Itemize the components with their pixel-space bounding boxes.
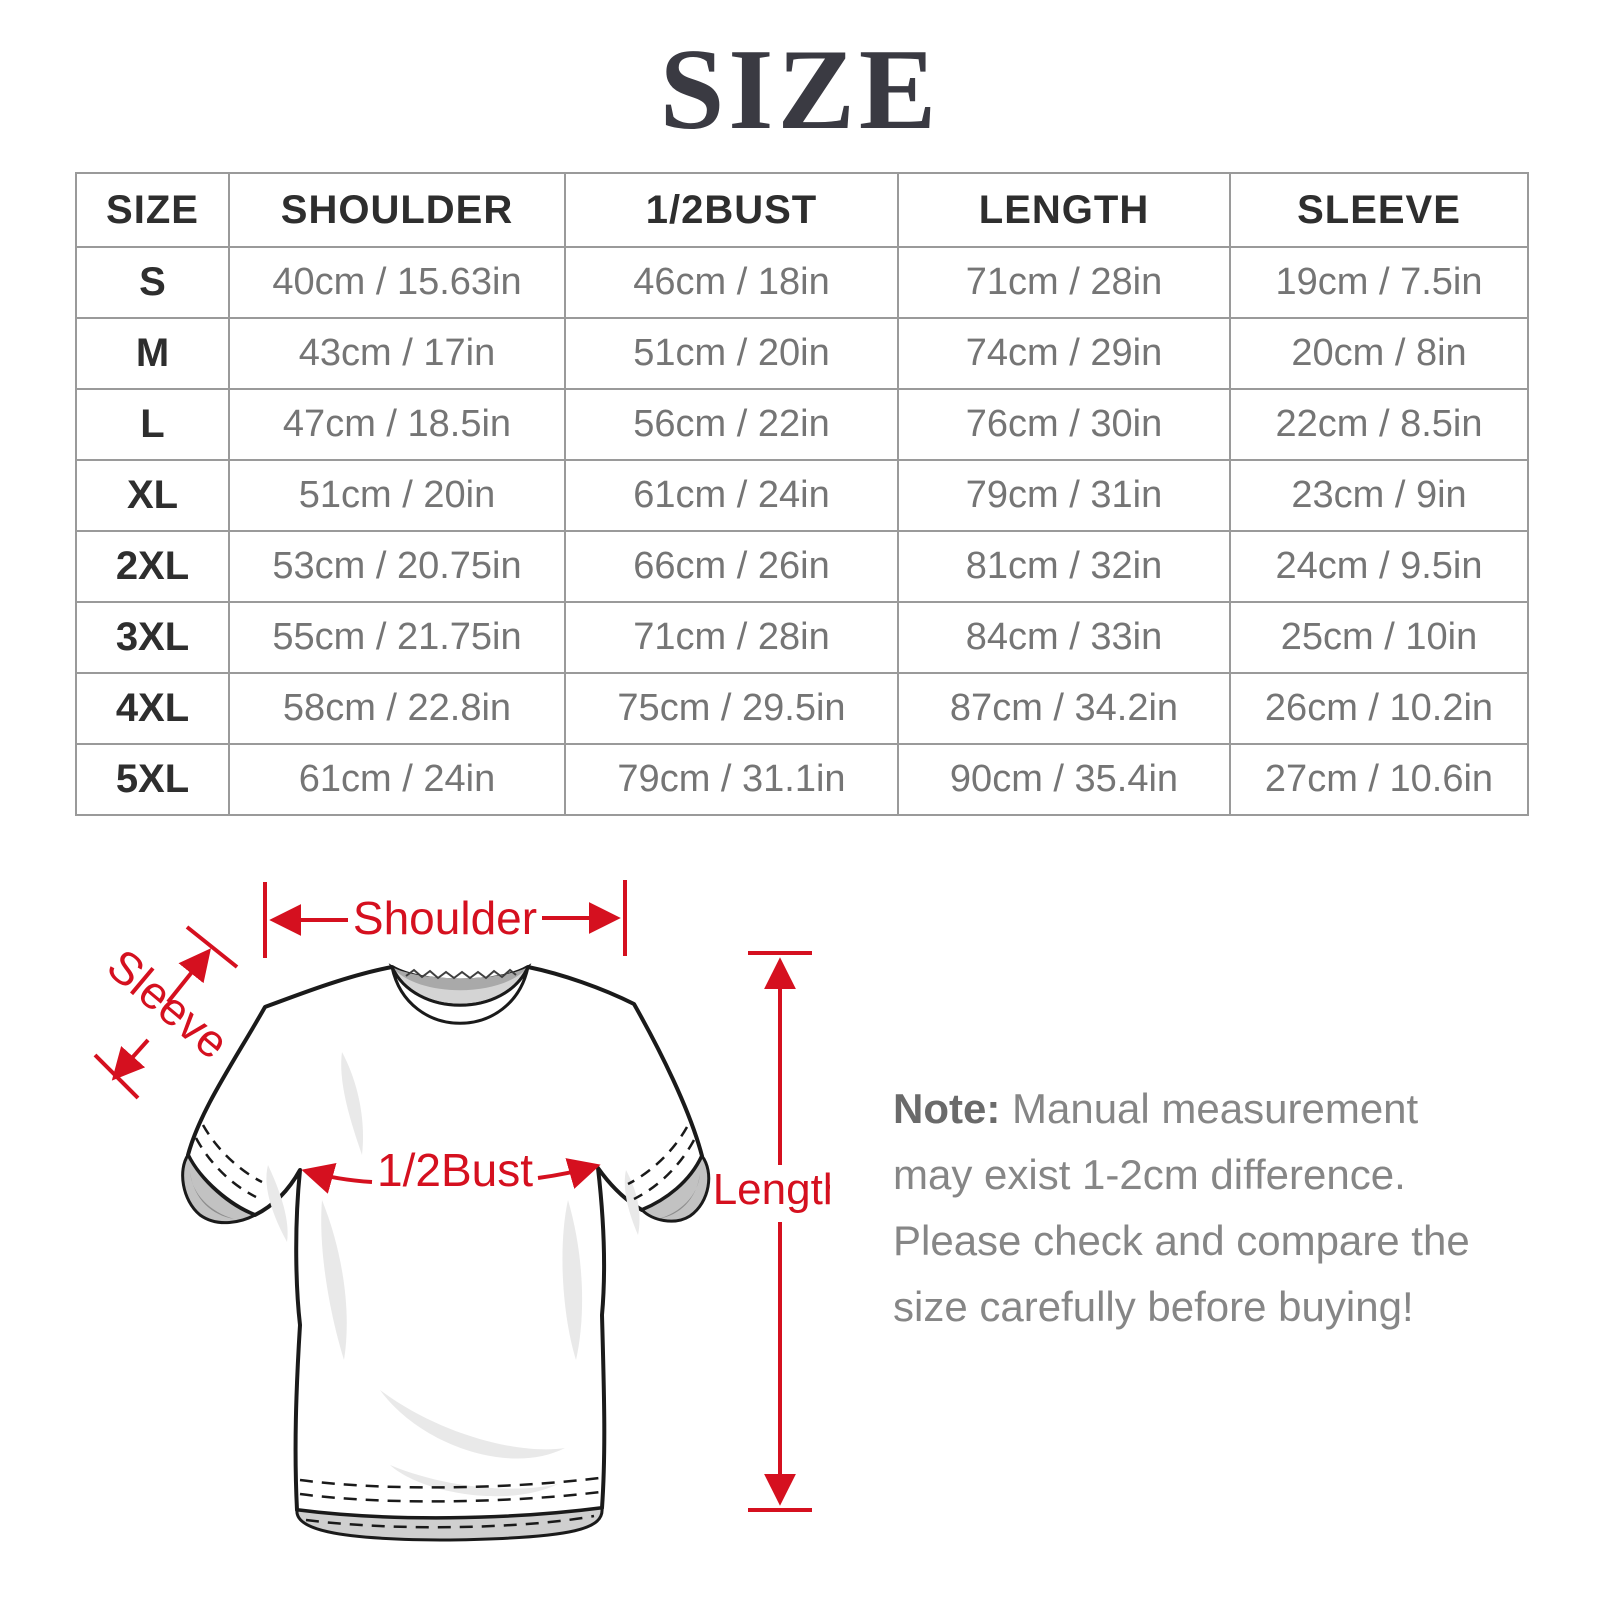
size-label: L [75,388,230,461]
length-value: 74cm / 29in [897,317,1231,390]
half-bust-value: 61cm / 24in [564,459,899,532]
col-header-shoulder: SHOULDER [228,172,566,248]
half-bust-value: 79cm / 31.1in [564,743,899,816]
length-value: 81cm / 32in [897,530,1231,603]
table-row-xl: XL 51cm / 20in 61cm / 24in 79cm / 31in 2… [75,459,1529,532]
sleeve-value: 25cm / 10in [1229,601,1529,674]
shoulder-value: 47cm / 18.5in [228,388,566,461]
note-text: Manual measurement may exist 1-2cm diffe… [893,1085,1470,1330]
table-row-5xl: 5XL 61cm / 24in 79cm / 31.1in 90cm / 35.… [75,743,1529,816]
col-header-length: LENGTH [897,172,1231,248]
bottom-hem [295,1476,604,1542]
half-bust-value: 46cm / 18in [564,246,899,319]
collar [388,963,532,1025]
half-bust-value: 66cm / 26in [564,530,899,603]
shoulder-value: 53cm / 20.75in [228,530,566,603]
page-title: SIZE [659,26,941,154]
size-table: SIZE SHOULDER 1/2BUST LENGTH SLEEVE S 40… [75,172,1529,816]
shoulder-dimension [263,880,627,958]
length-value: 76cm / 30in [897,388,1231,461]
shoulder-value: 43cm / 17in [228,317,566,390]
table-row-s: S 40cm / 15.63in 46cm / 18in 71cm / 28in… [75,246,1529,319]
table-row-3xl: 3XL 55cm / 21.75in 71cm / 28in 84cm / 33… [75,601,1529,674]
length-label: Length [713,1165,830,1214]
collar-zigzag-stitch [405,968,517,980]
shoulder-value: 40cm / 15.63in [228,246,566,319]
sleeve-value: 24cm / 9.5in [1229,530,1529,603]
shoulder-value: 51cm / 20in [228,459,566,532]
half-bust-value: 71cm / 28in [564,601,899,674]
col-header-sleeve: SLEEVE [1229,172,1529,248]
half-bust-value: 75cm / 29.5in [564,672,899,745]
shoulder-value: 58cm / 22.8in [228,672,566,745]
size-label: 3XL [75,601,230,674]
length-value: 84cm / 33in [897,601,1231,674]
length-value: 79cm / 31in [897,459,1231,532]
table-row-l: L 47cm / 18.5in 56cm / 22in 76cm / 30in … [75,388,1529,461]
length-value: 71cm / 28in [897,246,1231,319]
size-label: M [75,317,230,390]
measurement-annotations [93,880,812,1512]
measurement-note: Note: Manual measurement may exist 1-2cm… [893,1076,1497,1340]
size-label: XL [75,459,230,532]
half-bust-value: 51cm / 20in [564,317,899,390]
size-label: 2XL [75,530,230,603]
length-value: 87cm / 34.2in [897,672,1231,745]
table-row-4xl: 4XL 58cm / 22.8in 75cm / 29.5in 87cm / 3… [75,672,1529,745]
note-label: Note: [893,1085,1001,1132]
shoulder-label: Shoulder [353,892,537,944]
sleeve-value: 19cm / 7.5in [1229,246,1529,319]
shoulder-value: 55cm / 21.75in [228,601,566,674]
size-label: S [75,246,230,319]
tshirt-measurement-diagram: Shoulder Sleeve 1/2Bust Length [93,880,830,1542]
shoulder-value: 61cm / 24in [228,743,566,816]
half-bust-dimension [301,1158,601,1194]
col-header-half-bust: 1/2BUST [564,172,899,248]
length-value: 90cm / 35.4in [897,743,1231,816]
size-label: 4XL [75,672,230,745]
table-header-row: SIZE SHOULDER 1/2BUST LENGTH SLEEVE [75,172,1529,248]
sleeve-value: 22cm / 8.5in [1229,388,1529,461]
right-sleeve-cuff [627,1126,711,1223]
table-row-2xl: 2XL 53cm / 20.75in 66cm / 26in 81cm / 32… [75,530,1529,603]
sleeve-value: 27cm / 10.6in [1229,743,1529,816]
size-label: 5XL [75,743,230,816]
sleeve-value: 20cm / 8in [1229,317,1529,390]
sleeve-value: 23cm / 9in [1229,459,1529,532]
length-dimension [748,951,812,1512]
left-sleeve-cuff [181,1124,263,1225]
half-bust-label: 1/2Bust [377,1144,533,1196]
table-row-m: M 43cm / 17in 51cm / 20in 74cm / 29in 20… [75,317,1529,390]
tshirt-drawing [181,963,711,1542]
fabric-wrinkles [266,1052,640,1497]
half-bust-value: 56cm / 22in [564,388,899,461]
col-header-size: SIZE [75,172,230,248]
sleeve-value: 26cm / 10.2in [1229,672,1529,745]
sleeve-label: Sleeve [98,939,239,1069]
sleeve-dimension [93,925,239,1100]
